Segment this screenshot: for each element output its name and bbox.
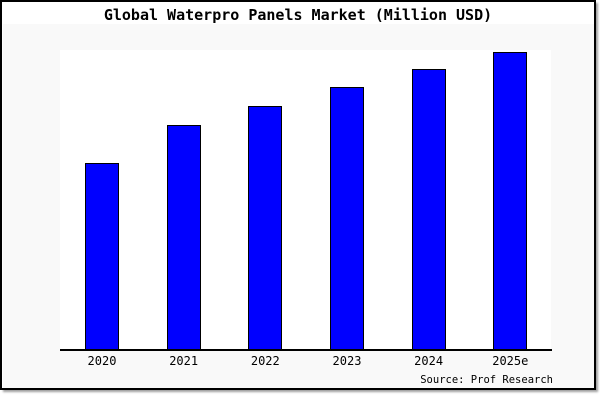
x-tick-label-2021: 2021 (169, 354, 199, 368)
bar-2024 (411, 69, 446, 350)
plot-area (60, 49, 551, 350)
x-tick-label-2024: 2024 (414, 354, 444, 368)
bar-2025e (493, 51, 528, 350)
x-tick-label-2022: 2022 (250, 354, 280, 368)
x-tick-label-2020: 2020 (87, 354, 117, 368)
x-tick-label-2023: 2023 (332, 354, 362, 368)
bar-2022 (248, 105, 283, 350)
source-text: Source: Prof Research (420, 373, 553, 386)
bar-2020 (85, 162, 119, 350)
bar-2021 (166, 124, 201, 350)
x-tick-label-2025e: 2025e (492, 354, 529, 368)
chart-title: Global Waterpro Panels Market (Million U… (103, 6, 493, 24)
bar-2023 (329, 87, 364, 350)
x-axis-line (59, 349, 552, 351)
